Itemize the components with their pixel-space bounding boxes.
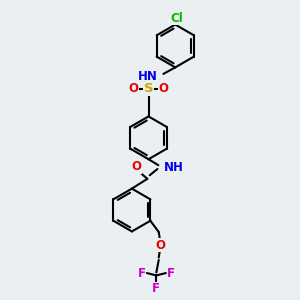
Text: F: F	[152, 282, 160, 295]
Text: O: O	[158, 82, 168, 95]
Text: O: O	[131, 160, 141, 173]
Text: F: F	[167, 266, 175, 280]
Text: F: F	[137, 266, 146, 280]
Text: NH: NH	[164, 161, 184, 174]
Text: O: O	[155, 238, 165, 252]
Text: O: O	[129, 82, 139, 95]
Text: Cl: Cl	[170, 11, 183, 25]
Text: S: S	[144, 82, 153, 95]
Text: HN: HN	[138, 70, 158, 83]
